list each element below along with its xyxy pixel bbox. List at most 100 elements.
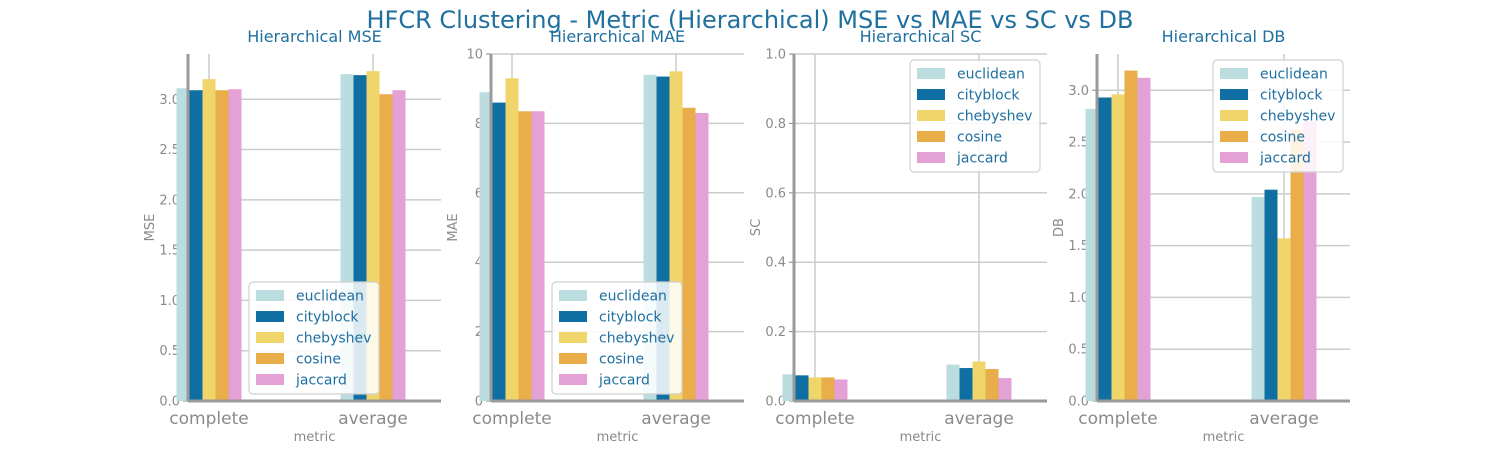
y-tick-label: 2.5	[159, 143, 180, 158]
bar-jaccard-average	[392, 90, 406, 402]
legend-label-cosine: cosine	[296, 352, 341, 368]
x-tick-label: complete	[775, 409, 854, 429]
y-tick-label: 2.0	[159, 193, 180, 208]
bar-jaccard-complete	[228, 89, 242, 402]
legend-label-chebyshev: chebyshev	[957, 109, 1032, 125]
y-tick-label: 0.2	[765, 325, 786, 340]
bar-chebyshev-complete	[505, 78, 519, 401]
legend-swatch-cosine	[256, 353, 284, 364]
legend-box	[1212, 59, 1344, 173]
x-tick-label: average	[1249, 409, 1319, 429]
y-axis-label: SC	[749, 219, 764, 236]
y-tick-label: 3.0	[159, 93, 180, 108]
legend-swatch-jaccard	[559, 374, 587, 385]
legend-label-euclidean: euclidean	[599, 289, 667, 305]
bar-jaccard-average	[695, 112, 709, 402]
bar-chebyshev-complete	[1111, 94, 1125, 401]
bar-euclidean-average	[1251, 196, 1265, 401]
legend-swatch-euclidean	[1220, 68, 1248, 79]
y-tick-label: 1.5	[159, 244, 180, 259]
legend-label-jaccard: jaccard	[956, 151, 1008, 167]
y-tick-label: 6	[475, 186, 483, 201]
x-tick-label: complete	[472, 409, 551, 429]
y-tick-label: 4	[475, 256, 483, 271]
legend-label-chebyshev: chebyshev	[599, 331, 674, 347]
y-tick-label: 0.0	[1068, 395, 1089, 410]
legend-label-cosine: cosine	[1260, 130, 1305, 146]
bar-cosine-average	[379, 94, 393, 402]
x-axis-label: metric	[597, 430, 639, 445]
chart-panel-3: 0.0 0.2 0.4 0.6 0.8 1.0 complete average Hierarc…	[749, 27, 1047, 445]
bar-cityblock-average	[1264, 189, 1278, 401]
bar-chebyshev-complete	[808, 377, 822, 401]
legend-label-cityblock: cityblock	[957, 88, 1020, 104]
legend-swatch-cityblock	[1220, 89, 1248, 100]
bar-cityblock-complete	[1098, 97, 1112, 401]
y-tick-label: 2.5	[1068, 136, 1089, 151]
legend-swatch-cityblock	[559, 311, 587, 322]
legend-label-cityblock: cityblock	[296, 310, 359, 326]
chart-panel-2: 0 2 4 6 8 10 complete average Hierarchical MAE me…	[446, 27, 744, 445]
legend-label-cosine: cosine	[599, 352, 644, 368]
legend-box	[248, 281, 380, 395]
legend-swatch-cosine	[1220, 131, 1248, 142]
y-tick-label: 0.8	[765, 117, 786, 132]
legend-swatch-jaccard	[1220, 152, 1248, 163]
bar-jaccard-complete	[1137, 77, 1151, 401]
bar-jaccard-average	[1303, 121, 1317, 401]
legend-label-euclidean: euclidean	[296, 289, 364, 305]
y-tick-label: 0.0	[159, 395, 180, 410]
bar-euclidean-complete	[479, 92, 493, 402]
legend-swatch-chebyshev	[917, 110, 945, 121]
y-tick-label: 1.0	[1068, 291, 1089, 306]
y-tick-label: 1.0	[765, 48, 786, 63]
y-axis-label: MAE	[446, 213, 461, 241]
bar-cosine-average	[1290, 129, 1304, 401]
legend-label-chebyshev: chebyshev	[296, 331, 371, 347]
x-axis-label: metric	[294, 430, 336, 445]
legend-label-euclidean: euclidean	[957, 67, 1025, 83]
legend-label-chebyshev: chebyshev	[1260, 109, 1335, 125]
chart-title: Hierarchical SC	[860, 27, 982, 46]
chart-panel-4: 0.0 0.5 1.0 1.5 2.0 2.5 3.0 complete average Hier…	[1052, 27, 1350, 445]
bar-chebyshev-average	[1277, 238, 1291, 401]
y-tick-label: 3.0	[1068, 84, 1089, 99]
legend-swatch-chebyshev	[559, 332, 587, 343]
x-axis-label: metric	[1203, 430, 1245, 445]
bar-cityblock-average	[959, 368, 973, 401]
chart-title: Hierarchical DB	[1162, 27, 1286, 46]
legend-box	[551, 281, 683, 395]
legend-box	[909, 59, 1041, 173]
legend-label-euclidean: euclidean	[1260, 67, 1328, 83]
y-axis-label: DB	[1052, 218, 1067, 237]
chart-title: Hierarchical MAE	[550, 27, 685, 46]
legend-swatch-chebyshev	[1220, 110, 1248, 121]
chart-title: Hierarchical MSE	[247, 27, 382, 46]
x-tick-label: average	[944, 409, 1014, 429]
x-axis-label: metric	[900, 430, 942, 445]
legend-swatch-jaccard	[917, 152, 945, 163]
legend-label-jaccard: jaccard	[1259, 151, 1311, 167]
legend-swatch-cityblock	[256, 311, 284, 322]
y-tick-label: 1.5	[1068, 239, 1089, 254]
y-tick-label: 0.6	[765, 186, 786, 201]
y-tick-label: 0.5	[1068, 343, 1089, 358]
y-tick-label: 0.4	[765, 256, 786, 271]
x-tick-label: average	[641, 409, 711, 429]
y-tick-label: 2	[475, 325, 483, 340]
legend-swatch-euclidean	[256, 290, 284, 301]
legend-swatch-cosine	[559, 353, 587, 364]
y-tick-label: 2.0	[1068, 187, 1089, 202]
legend-swatch-euclidean	[917, 68, 945, 79]
legend-label-jaccard: jaccard	[295, 373, 347, 389]
bar-chebyshev-complete	[202, 79, 216, 401]
bar-cosine-complete	[518, 111, 532, 401]
x-tick-label: complete	[1078, 409, 1157, 429]
chart-panel-1: 0.0 0.5 1.0 1.5 2.0 2.5 3.0 complete average Hier…	[143, 27, 441, 445]
legend-swatch-euclidean	[559, 290, 587, 301]
bar-cosine-complete	[1124, 70, 1138, 402]
legend-label-jaccard: jaccard	[598, 373, 650, 389]
y-tick-label: 0	[475, 395, 483, 410]
x-tick-label: complete	[169, 409, 248, 429]
